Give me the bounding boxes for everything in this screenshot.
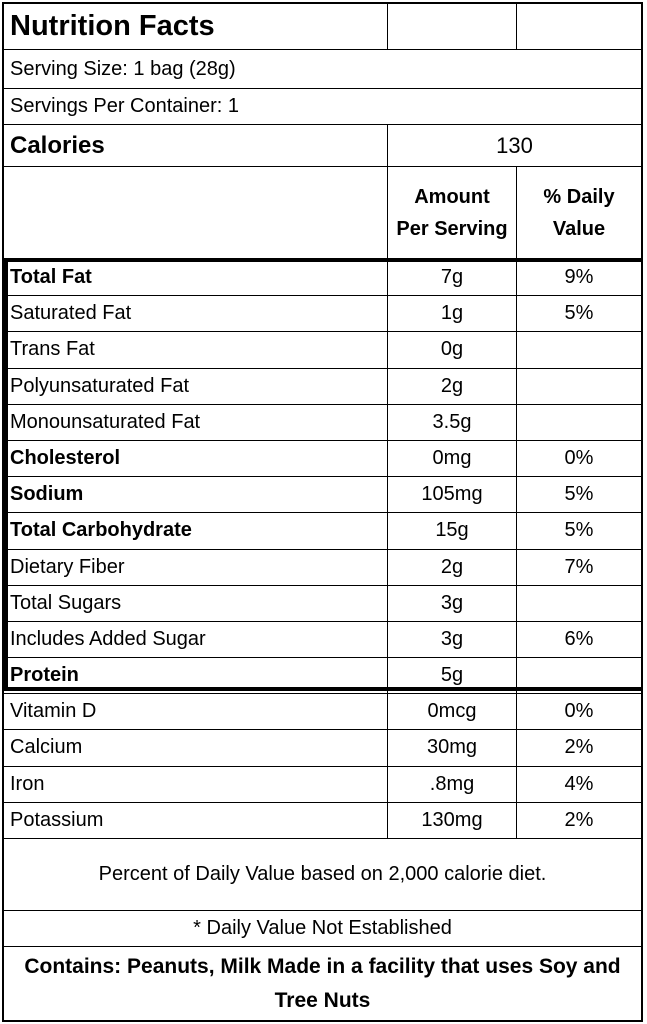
nutrient-amount: 3g bbox=[440, 591, 464, 614]
calories-value: 130 bbox=[496, 132, 533, 158]
nutrient-name: Saturated Fat bbox=[10, 302, 132, 325]
nutrient-name: Polyunsaturated Fat bbox=[10, 374, 189, 397]
nutrient-daily-value: 6% bbox=[564, 628, 594, 651]
contains-row: Contains: Peanuts, Milk Made in a facili… bbox=[4, 947, 641, 1020]
nutrient-amount: 0mcg bbox=[427, 700, 477, 723]
nutrient-daily-value: 5% bbox=[564, 519, 594, 542]
nutrient-row-dietary-fiber: Dietary Fiber 2g 7% bbox=[4, 549, 641, 586]
nutrient-row-vitamin-d: Vitamin D 0mcg 0% bbox=[4, 694, 641, 731]
nutrient-name: Potassium bbox=[10, 809, 104, 832]
nutrient-daily-value: 0% bbox=[564, 447, 594, 470]
nutrient-daily-value: 5% bbox=[564, 302, 594, 325]
nutrient-amount: 30mg bbox=[426, 736, 478, 759]
nutrient-name: Calcium bbox=[10, 736, 83, 759]
nutrient-daily-value: 7% bbox=[564, 555, 594, 578]
nutrient-name: Total Carbohydrate bbox=[10, 519, 192, 542]
nutrient-daily-value: 2% bbox=[564, 809, 594, 832]
nutrient-amount: 105mg bbox=[421, 483, 483, 506]
nutrient-row-trans-fat: Trans Fat 0g bbox=[4, 332, 641, 369]
nutrient-amount: 0g bbox=[440, 338, 464, 361]
nutrient-amount: 0mg bbox=[432, 447, 472, 470]
nutrient-row-calcium: Calcium 30mg 2% bbox=[4, 730, 641, 767]
nutrient-amount: 15g bbox=[435, 519, 469, 542]
nutrient-row-polyunsaturated-fat: Polyunsaturated Fat 2g bbox=[4, 368, 641, 405]
nutrient-amount: 5g bbox=[440, 664, 464, 687]
nutrient-name: Vitamin D bbox=[10, 700, 97, 723]
nutrient-row-potassium: Potassium 130mg 2% bbox=[4, 802, 641, 840]
serving-size-row: Serving Size: 1 bag (28g) bbox=[4, 50, 641, 89]
daily-value-note: Percent of Daily Value based on 2,000 ca… bbox=[98, 863, 547, 885]
nutrient-name: Includes Added Sugar bbox=[10, 628, 206, 651]
servings-per-container: Servings Per Container: 1 bbox=[10, 95, 240, 117]
nutrient-amount: 3.5g bbox=[432, 410, 472, 433]
nutrient-row-monounsaturated-fat: Monounsaturated Fat 3.5g bbox=[4, 404, 641, 441]
nutrient-daily-value: 9% bbox=[564, 266, 594, 289]
nutrient-name: Total Sugars bbox=[10, 591, 122, 614]
title-row: Nutrition Facts bbox=[4, 4, 641, 50]
not-established-row: * Daily Value Not Established bbox=[4, 911, 641, 947]
nutrient-amount: 3g bbox=[440, 628, 464, 651]
calories-row: Calories 130 bbox=[4, 125, 641, 167]
nutrient-row-cholesterol: Cholesterol 0mg 0% bbox=[4, 441, 641, 478]
nutrient-daily-value: 4% bbox=[564, 772, 594, 795]
title-empty-cell-amount bbox=[388, 4, 517, 49]
nutrient-amount: 1g bbox=[440, 302, 464, 325]
nutrient-row-total-fat: Total Fat 7g 9% bbox=[4, 260, 641, 297]
nutrient-row-includes-added-sugar: Includes Added Sugar 3g 6% bbox=[4, 622, 641, 659]
nutrient-amount: 2g bbox=[440, 555, 464, 578]
header-empty-cell bbox=[4, 167, 388, 259]
nutrient-row-total-sugars: Total Sugars 3g bbox=[4, 585, 641, 622]
title-empty-cell-dv bbox=[517, 4, 641, 49]
daily-value-note-row: Percent of Daily Value based on 2,000 ca… bbox=[4, 839, 641, 911]
nutrient-amount: 2g bbox=[440, 374, 464, 397]
serving-size: Serving Size: 1 bag (28g) bbox=[10, 57, 236, 80]
nutrient-daily-value: 2% bbox=[564, 736, 594, 759]
nutrient-amount: 130mg bbox=[421, 809, 483, 832]
nutrition-facts-title: Nutrition Facts bbox=[10, 10, 215, 42]
nutrient-amount: 7g bbox=[440, 266, 464, 289]
allergen-statement: Contains: Peanuts, Milk Made in a facili… bbox=[24, 954, 621, 1012]
amount-per-serving-header: Amount Per Serving bbox=[396, 186, 508, 240]
calories-label: Calories bbox=[10, 131, 105, 159]
nutrient-row-total-carbohydrate: Total Carbohydrate 15g 5% bbox=[4, 513, 641, 550]
nutrient-amount: .8mg bbox=[429, 772, 475, 795]
nutrient-name: Cholesterol bbox=[10, 447, 121, 470]
not-established-note: * Daily Value Not Established bbox=[193, 917, 452, 939]
nutrient-row-saturated-fat: Saturated Fat 1g 5% bbox=[4, 296, 641, 333]
nutrient-row-protein: Protein 5g bbox=[4, 658, 641, 695]
nutrient-name: Iron bbox=[10, 772, 45, 795]
nutrient-name: Dietary Fiber bbox=[10, 555, 125, 578]
servings-per-container-row: Servings Per Container: 1 bbox=[4, 89, 641, 125]
nutrient-daily-value: 0% bbox=[564, 700, 594, 723]
nutrient-daily-value: 5% bbox=[564, 483, 594, 506]
nutrient-name: Protein bbox=[10, 664, 79, 687]
column-header-row: Amount Per Serving % Daily Value bbox=[4, 167, 641, 259]
nutrient-name: Sodium bbox=[10, 483, 84, 506]
nutrient-name: Trans Fat bbox=[10, 338, 95, 361]
daily-value-header: % Daily Value bbox=[543, 186, 615, 240]
nutrient-name: Monounsaturated Fat bbox=[10, 410, 201, 433]
nutrient-row-sodium: Sodium 105mg 5% bbox=[4, 477, 641, 514]
nutrient-name: Total Fat bbox=[10, 266, 92, 289]
nutrient-row-iron: Iron .8mg 4% bbox=[4, 766, 641, 803]
